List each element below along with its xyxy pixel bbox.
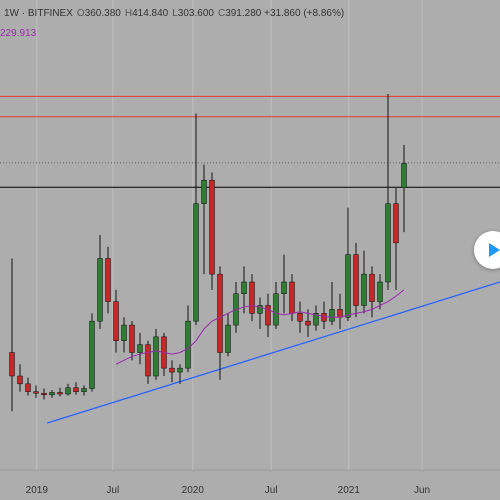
symbol: 1W · BITFINEX	[4, 8, 73, 19]
open: 360.380	[84, 8, 121, 19]
candle-body	[217, 273, 223, 353]
low: 303.600	[177, 8, 214, 19]
candle-body	[41, 392, 47, 396]
candle-body	[361, 273, 367, 306]
candle-body	[57, 392, 63, 395]
candle-body	[393, 203, 399, 244]
candle-body	[369, 273, 375, 302]
candle-body	[401, 163, 407, 188]
candle-body	[73, 387, 79, 392]
candle-body	[65, 387, 71, 395]
candle-body	[49, 392, 55, 396]
candle-body	[153, 336, 159, 377]
candle-body	[201, 179, 207, 204]
close-label: C	[217, 8, 226, 19]
candle-body	[289, 281, 295, 314]
candle-body	[89, 320, 95, 389]
candle-body	[353, 254, 359, 306]
candle-body	[321, 313, 327, 322]
candle-body	[265, 305, 271, 326]
candle-body	[209, 179, 215, 275]
moving-average	[115, 289, 405, 365]
candle-body	[17, 375, 23, 385]
candle-body	[385, 203, 391, 283]
candle-body	[185, 320, 191, 369]
candle-body	[313, 313, 319, 326]
x-tick-label: 2019	[26, 485, 49, 496]
candle-body	[81, 388, 87, 392]
candle-body	[273, 293, 279, 326]
high: 414.840	[132, 8, 169, 19]
x-tick-label: 2020	[182, 485, 205, 496]
candle-body	[281, 281, 287, 294]
candle-body	[9, 352, 15, 377]
candle-body	[377, 281, 383, 302]
candle-body	[137, 344, 143, 353]
candle-body	[97, 258, 103, 322]
x-tick-label: Jul	[106, 485, 119, 496]
candle-body	[105, 258, 111, 302]
candle-body	[329, 309, 335, 322]
candle-body	[297, 313, 303, 322]
candle-body	[25, 383, 31, 392]
scroll-button[interactable]	[474, 231, 500, 269]
candle-body	[193, 203, 199, 322]
candle-body	[345, 254, 351, 318]
candle-body	[257, 305, 263, 314]
candle-body	[249, 281, 255, 314]
x-tick-label: Jul	[265, 485, 278, 496]
close: 391.280	[225, 8, 262, 19]
change: +31.860 (+8.86%)	[264, 8, 345, 19]
candle-body	[225, 324, 231, 353]
candle-body	[145, 344, 151, 377]
trend-line	[47, 281, 500, 424]
candle-body	[113, 301, 119, 342]
candle-body	[169, 367, 175, 373]
candle-body	[305, 320, 311, 326]
candle-body	[33, 391, 39, 394]
low-label: L	[172, 8, 178, 19]
indicator-value: 229.913	[0, 28, 37, 39]
x-tick-label: Jun	[414, 485, 430, 496]
x-tick-label: 2021	[338, 485, 361, 496]
candle-body	[129, 324, 135, 353]
high-label: H	[124, 8, 133, 19]
candle-body	[241, 281, 247, 294]
candle-body	[121, 324, 127, 342]
header: 1W · BITFINEX O360.380 H414.840 L303.600 C39…	[4, 8, 344, 19]
arrow-icon	[489, 243, 500, 257]
candle-body	[177, 367, 183, 373]
open-label: O	[76, 8, 85, 19]
candle-body	[337, 309, 343, 318]
